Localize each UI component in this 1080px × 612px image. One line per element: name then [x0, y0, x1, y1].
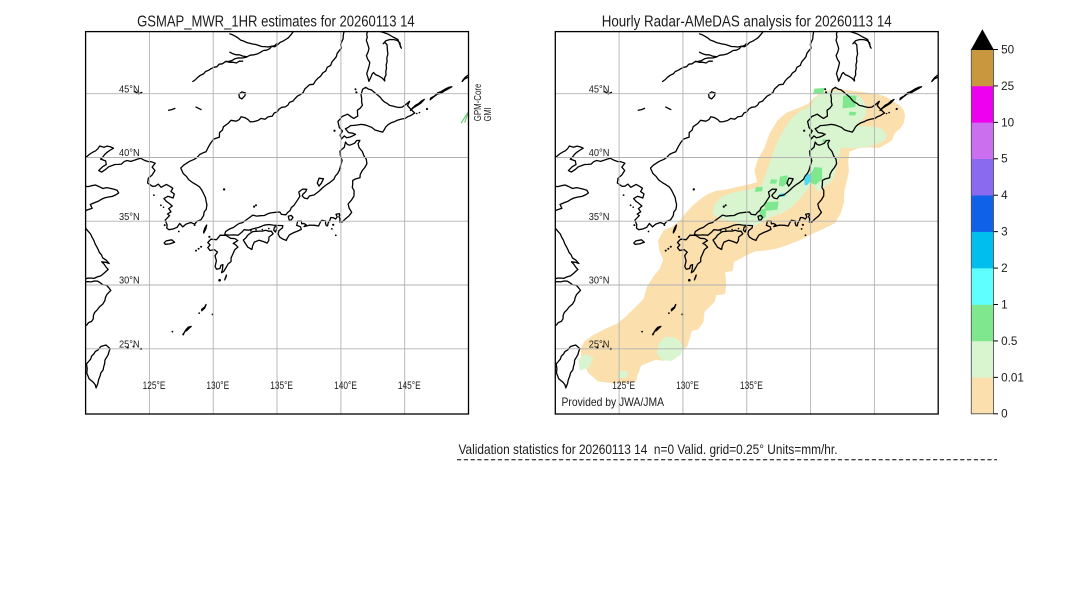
- svg-text:25°N: 25°N: [119, 340, 140, 351]
- svg-text:35°N: 35°N: [119, 212, 140, 223]
- svg-text:135°E: 135°E: [740, 380, 763, 392]
- svg-text:GMI: GMI: [482, 107, 494, 121]
- svg-text:125°E: 125°E: [612, 380, 635, 392]
- svg-text:30°N: 30°N: [589, 276, 610, 287]
- svg-text:30°N: 30°N: [119, 276, 140, 287]
- svg-text:0.01: 0.01: [1001, 371, 1024, 384]
- svg-text:GSMAP_MWR_1HR estimates for 20: GSMAP_MWR_1HR estimates for 20260113 14: [137, 14, 415, 31]
- svg-text:145°E: 145°E: [398, 380, 421, 392]
- svg-text:Validation statistics for 2026: Validation statistics for 20260113 14 n=…: [459, 441, 838, 457]
- svg-text:10: 10: [1001, 116, 1015, 129]
- svg-text:45°N: 45°N: [119, 84, 140, 95]
- svg-text:4: 4: [1001, 189, 1008, 202]
- svg-text:GPM-Core: GPM-Core: [472, 83, 484, 121]
- svg-text:130°E: 130°E: [676, 380, 699, 392]
- svg-text:3: 3: [1001, 226, 1008, 239]
- svg-text:Provided by JWA/JMA: Provided by JWA/JMA: [562, 396, 665, 409]
- svg-text:50: 50: [1001, 43, 1015, 56]
- svg-text:Hourly Radar-AMeDAS analysis f: Hourly Radar-AMeDAS analysis for 2026011…: [602, 14, 892, 31]
- svg-text:135°E: 135°E: [270, 380, 293, 392]
- svg-text:25°N: 25°N: [589, 340, 610, 351]
- svg-text:0: 0: [1001, 408, 1008, 421]
- svg-text:25: 25: [1001, 80, 1015, 93]
- svg-text:140°E: 140°E: [334, 380, 357, 392]
- svg-text:0.5: 0.5: [1001, 335, 1018, 348]
- svg-text:40°N: 40°N: [119, 148, 140, 159]
- svg-text:45°N: 45°N: [589, 84, 610, 95]
- svg-text:2: 2: [1001, 262, 1008, 275]
- svg-text:1: 1: [1001, 298, 1008, 311]
- svg-text:5: 5: [1001, 153, 1008, 166]
- svg-text:130°E: 130°E: [206, 380, 229, 392]
- svg-text:40°N: 40°N: [589, 148, 610, 159]
- svg-text:35°N: 35°N: [589, 212, 610, 223]
- svg-text:125°E: 125°E: [143, 380, 166, 392]
